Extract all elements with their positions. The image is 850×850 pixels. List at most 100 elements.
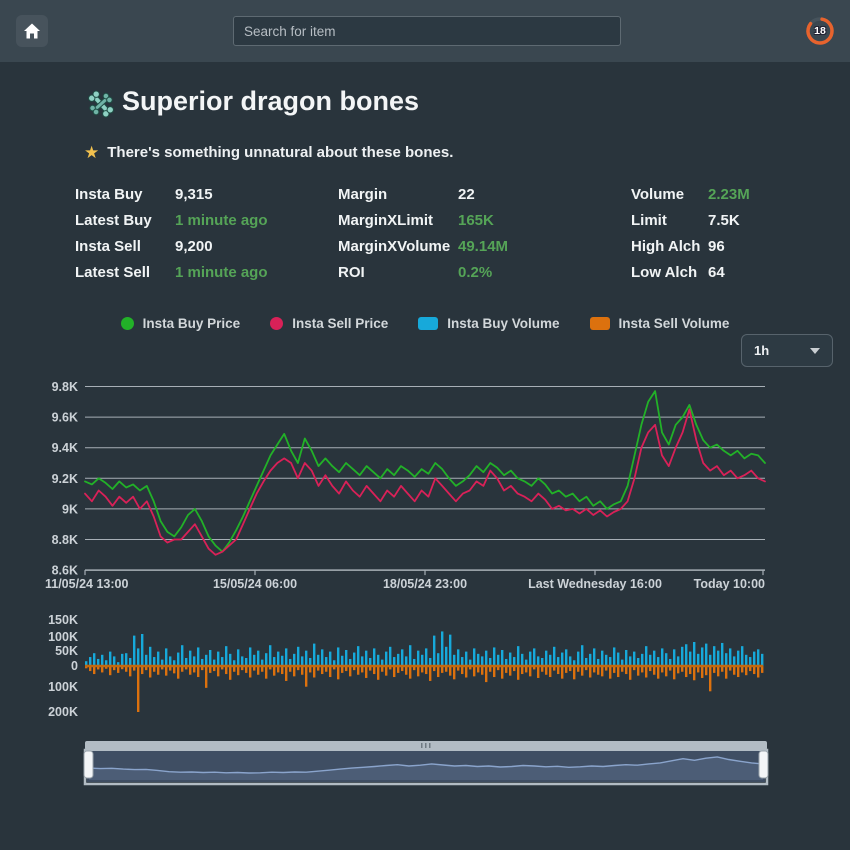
sell-volume-bar (637, 666, 640, 676)
buy-volume-bar (85, 661, 88, 666)
sell-volume-bar (333, 666, 336, 670)
sell-volume-bar (281, 666, 284, 675)
buy-volume-bar (573, 660, 576, 666)
navigator-left-handle[interactable] (83, 750, 94, 779)
sell-volume-bar (221, 666, 224, 670)
sell-volume-bar (225, 666, 228, 675)
buy-volume-bar (333, 660, 336, 666)
sell-volume-bar (457, 666, 460, 671)
sell-volume-bar (161, 666, 164, 670)
stat-label: High Alch (631, 238, 701, 255)
y-axis-tick-label: 9.2K (52, 472, 78, 486)
buy-volume-bar (557, 657, 560, 666)
buy-volume-bar (577, 651, 580, 666)
sell-volume-bar (745, 666, 748, 676)
buy-volume-bar (317, 654, 320, 666)
sell-volume-bar (473, 666, 476, 677)
sell-volume-bar (477, 666, 480, 673)
legend-item-insta-buy-price[interactable]: Insta Buy Price (120, 316, 240, 331)
buy-volume-bar (753, 651, 756, 666)
stat-value: 1 minute ago (175, 212, 268, 229)
buy-volume-bar (377, 654, 380, 666)
price-line-insta-buy-price (84, 390, 766, 553)
stat-label: Low Alch (631, 264, 698, 281)
buy-volume-bar (345, 650, 348, 666)
buy-volume-bar (257, 650, 260, 666)
sell-volume-bar (193, 666, 196, 673)
sell-volume-bar (189, 666, 192, 675)
sell-volume-bar (389, 666, 392, 670)
sell-volume-bar (309, 666, 312, 673)
home-button[interactable] (16, 15, 48, 47)
scrollbar-grip-icon (429, 743, 431, 748)
buy-volume-bar (673, 649, 676, 666)
buy-volume-bar (637, 658, 640, 666)
sell-volume-bar (541, 666, 544, 672)
timeframe-dropdown[interactable]: 1h (741, 334, 833, 367)
sell-volume-bar (229, 666, 232, 680)
sell-volume-bar (653, 666, 656, 675)
legend-item-insta-sell-volume[interactable]: Insta Sell Volume (589, 316, 730, 331)
volume-y-tick-label: 150K (48, 613, 78, 627)
sell-volume-bar (645, 666, 648, 678)
buy-volume-bar (741, 646, 744, 666)
buy-volume-bar (441, 631, 444, 666)
sell-volume-bar (249, 666, 252, 678)
legend-marker-icon (120, 317, 134, 330)
search-input[interactable] (233, 16, 621, 46)
stat-row: ROI 0.2% (338, 260, 508, 286)
x-axis-tick-label: 11/05/24 13:00 (45, 577, 128, 591)
buy-volume-bar (597, 658, 600, 666)
buy-volume-bar (421, 654, 424, 666)
navigator-right-handle[interactable] (758, 750, 769, 779)
buy-volume-bar (437, 653, 440, 666)
sell-volume-bar (493, 666, 496, 678)
price-line-insta-sell-price (84, 408, 766, 556)
sell-volume-bar (741, 666, 744, 673)
x-axis-tick-label: Today 10:00 (694, 577, 765, 591)
sell-volume-bar (609, 666, 612, 679)
stats-column-volume-alch: Volume 2.23M Limit 7.5K High Alch 96 Low Alch 6… (631, 182, 750, 286)
buy-volume-bar (405, 656, 408, 666)
buy-volume-bar (477, 653, 480, 666)
sell-volume-bar (413, 666, 416, 671)
buy-volume-bar (725, 653, 728, 666)
buy-volume-bar (297, 646, 300, 666)
volume-y-tick-label: 100K (48, 630, 78, 644)
legend-label: Insta Sell Volume (618, 316, 730, 331)
legend-item-insta-sell-price[interactable]: Insta Sell Price (270, 316, 388, 331)
buy-volume-bar (537, 656, 540, 666)
navigator[interactable] (0, 736, 850, 791)
refresh-timer: 18 (805, 16, 835, 46)
stat-value: 2.23M (708, 186, 750, 203)
sell-volume-bar (261, 666, 264, 672)
volume-y-tick-label: 200K (48, 705, 78, 719)
sell-volume-bar (93, 666, 96, 675)
sell-volume-bar (657, 666, 660, 679)
sell-volume-bar (673, 666, 676, 680)
stat-value: 165K (458, 212, 494, 229)
buy-volume-bar (669, 658, 672, 666)
buy-volume-bar (665, 653, 668, 666)
buy-volume-bar (413, 658, 416, 666)
legend-item-insta-buy-volume[interactable]: Insta Buy Volume (418, 316, 560, 331)
buy-volume-bar (425, 648, 428, 666)
sell-volume-bar (321, 666, 324, 675)
buy-volume-bar (481, 656, 484, 666)
buy-volume-bar (217, 651, 220, 666)
sell-volume-bar (425, 666, 428, 675)
sell-volume-bar (133, 666, 136, 671)
buy-volume-bar (369, 658, 372, 666)
sell-volume-bar (545, 666, 548, 675)
stats-column-margin: Margin 22 MarginXLimit 165K MarginXVolume 49.… (338, 182, 508, 286)
sell-volume-bar (669, 666, 672, 671)
y-axis-tick-label: 8.8K (52, 533, 78, 547)
buy-volume-bar (129, 658, 132, 666)
stat-value: 49.14M (458, 238, 509, 255)
sell-volume-bar (269, 666, 272, 670)
stat-row: High Alch 96 (631, 234, 750, 260)
buy-volume-bar (657, 657, 660, 666)
buy-volume-bar (641, 653, 644, 666)
